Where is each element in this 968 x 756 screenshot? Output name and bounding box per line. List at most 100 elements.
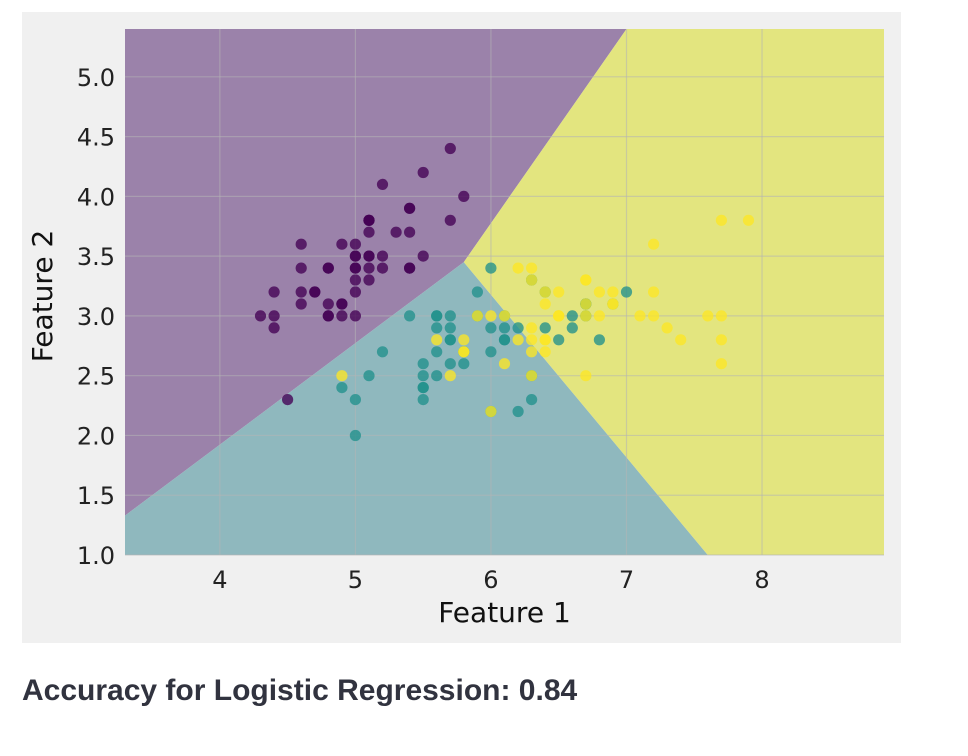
data-point-class-2 (526, 262, 538, 274)
data-point-class-2 (593, 310, 606, 322)
data-point-class-2 (458, 334, 470, 346)
decision-region-class-0 (125, 29, 627, 516)
data-point-class-1 (431, 310, 443, 322)
data-point-class-0 (349, 310, 361, 322)
x-axis-label: Feature 1 (438, 596, 571, 629)
data-point-class-0 (376, 178, 389, 190)
figure-panel: 4 5 6 7 8 1.0 1.5 2.0 2.5 3.0 3.5 4.0 4.5 5.0 Featur… (22, 12, 901, 643)
data-point-class-0 (444, 142, 456, 155)
data-point-class-0 (404, 262, 416, 274)
data-point-class-0 (322, 262, 334, 274)
data-point-class-2 (539, 346, 551, 358)
x-tick-label: 8 (754, 566, 769, 594)
data-point-class-1 (498, 334, 511, 346)
data-point-class-2 (648, 310, 660, 322)
data-point-class-2 (526, 370, 538, 382)
y-axis-label: Feature 2 (26, 230, 59, 363)
data-point-class-0 (376, 262, 389, 274)
data-point-class-0 (404, 202, 416, 214)
data-point-class-2 (539, 334, 551, 346)
data-point-class-2 (539, 298, 551, 310)
data-point-class-1 (376, 346, 389, 358)
data-point-class-0 (322, 298, 334, 310)
data-point-class-0 (336, 238, 348, 250)
data-point-class-0 (268, 310, 280, 322)
data-point-class-0 (336, 310, 348, 322)
data-point-class-1 (471, 286, 483, 298)
data-point-class-0 (349, 238, 361, 250)
data-point-class-1 (485, 262, 497, 274)
data-point-class-2 (634, 310, 646, 322)
data-point-class-2 (661, 322, 673, 334)
data-point-class-1 (512, 405, 524, 418)
x-tick-label: 7 (619, 566, 634, 594)
data-point-class-1 (485, 346, 497, 358)
data-point-class-0 (376, 250, 389, 262)
decision-region-class-1 (125, 262, 708, 555)
data-point-class-2 (526, 334, 538, 346)
data-point-class-2 (580, 274, 592, 286)
data-point-class-0 (295, 238, 307, 250)
data-point-class-1 (566, 322, 578, 334)
data-point-class-1 (566, 310, 578, 322)
data-point-class-1 (417, 370, 429, 382)
data-point-class-2 (444, 370, 456, 382)
data-point-class-0 (268, 286, 280, 298)
data-point-class-0 (282, 394, 294, 406)
data-point-class-2 (580, 370, 592, 382)
data-point-class-1 (553, 334, 565, 346)
y-tick-label: 3.5 (77, 243, 115, 271)
data-point-class-0 (363, 250, 375, 262)
data-point-class-0 (349, 286, 361, 298)
data-point-class-2 (526, 274, 538, 286)
data-point-class-0 (417, 166, 429, 179)
data-point-class-1 (485, 322, 497, 334)
data-point-class-1 (431, 346, 443, 358)
data-point-class-0 (295, 262, 307, 274)
data-point-class-2 (431, 334, 443, 346)
data-point-class-1 (431, 322, 443, 334)
y-tick-label: 1.5 (77, 482, 115, 510)
y-tick-label: 4.0 (77, 183, 115, 211)
data-point-class-0 (417, 250, 429, 262)
data-point-class-0 (349, 262, 361, 274)
data-point-class-2 (580, 310, 592, 322)
data-point-class-0 (349, 250, 361, 262)
data-point-class-1 (444, 358, 456, 370)
decision-regions (125, 29, 884, 555)
data-point-class-2 (498, 310, 511, 322)
data-point-class-1 (526, 394, 538, 406)
data-point-class-1 (539, 322, 551, 334)
data-points (254, 142, 755, 442)
data-point-class-2 (580, 298, 592, 310)
data-point-class-2 (702, 310, 714, 322)
data-point-class-2 (512, 262, 524, 274)
data-point-class-1 (593, 334, 606, 346)
y-tick-label: 1.0 (77, 542, 115, 570)
data-point-class-1 (417, 382, 429, 394)
data-point-class-1 (498, 322, 511, 334)
data-point-class-1 (512, 322, 524, 334)
data-point-class-0 (363, 214, 375, 226)
data-point-class-2 (675, 334, 687, 346)
data-point-class-2 (498, 358, 511, 370)
data-point-class-2 (648, 238, 660, 250)
data-point-class-2 (648, 286, 660, 298)
data-point-class-2 (471, 310, 483, 322)
data-point-class-2 (607, 298, 619, 310)
data-point-class-2 (458, 346, 470, 358)
data-point-class-0 (349, 274, 361, 286)
data-point-class-2 (526, 322, 538, 334)
data-point-class-2 (593, 286, 606, 298)
y-axis-ticks: 1.0 1.5 2.0 2.5 3.0 3.5 4.0 4.5 5.0 (77, 64, 115, 570)
data-point-class-1 (444, 334, 456, 346)
data-point-class-2 (485, 310, 497, 322)
data-point-class-0 (363, 274, 375, 286)
y-tick-label: 4.5 (77, 124, 115, 152)
data-point-class-1 (404, 310, 416, 322)
data-point-class-1 (349, 429, 361, 442)
data-point-class-1 (444, 310, 456, 322)
y-tick-label: 2.0 (77, 422, 115, 450)
y-tick-label: 5.0 (77, 64, 115, 92)
scatter-chart: 4 5 6 7 8 1.0 1.5 2.0 2.5 3.0 3.5 4.0 4.5 5.0 Featur… (26, 29, 884, 629)
